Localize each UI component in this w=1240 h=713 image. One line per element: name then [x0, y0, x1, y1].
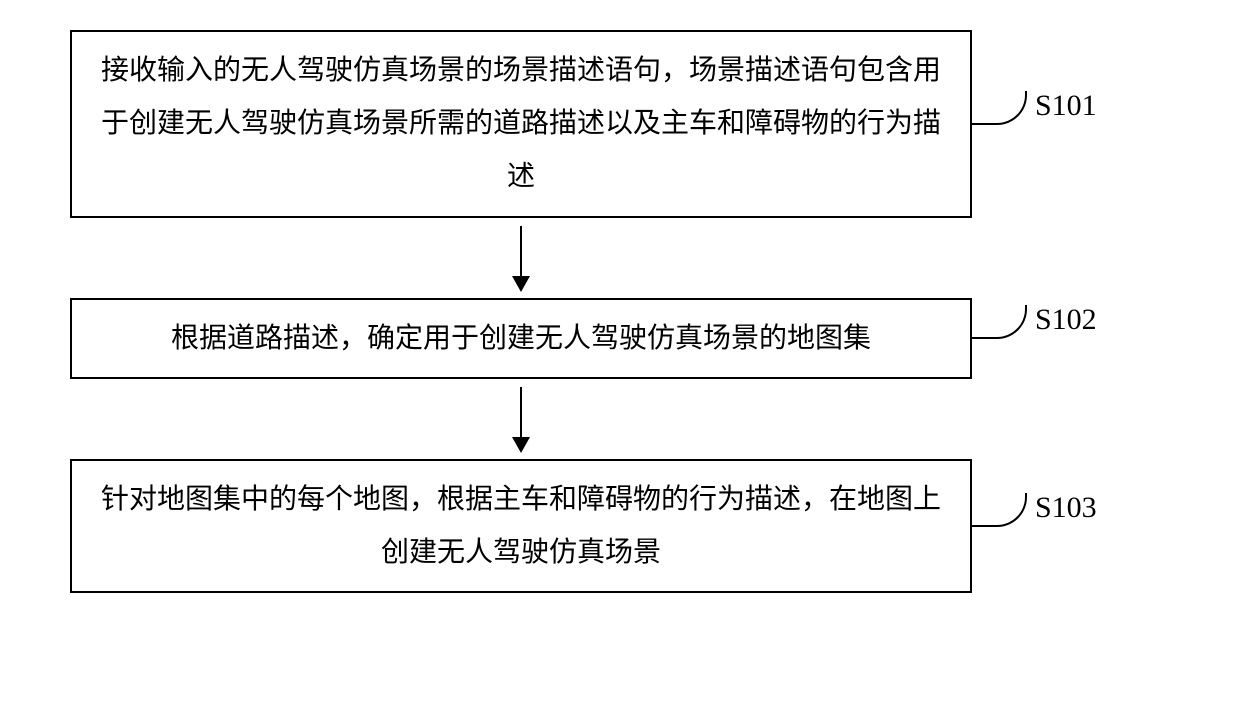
arrow-gap: [70, 218, 972, 298]
arrow-gap: [70, 379, 972, 459]
step-label-s101: S101: [1035, 89, 1097, 123]
arrow-down-icon: [520, 226, 522, 290]
flowchart-container: 接收输入的无人驾驶仿真场景的场景描述语句，场景描述语句包含用于创建无人驾驶仿真场…: [70, 30, 1170, 593]
step-row: 接收输入的无人驾驶仿真场景的场景描述语句，场景描述语句包含用于创建无人驾驶仿真场…: [70, 30, 1170, 218]
label-connector-curve: [970, 493, 1027, 527]
step-label-s103: S103: [1035, 491, 1097, 525]
label-connector-curve: [970, 91, 1027, 125]
step-box-s102: 根据道路描述，确定用于创建无人驾驶仿真场景的地图集: [70, 298, 972, 379]
step-row: 根据道路描述，确定用于创建无人驾驶仿真场景的地图集 S102: [70, 298, 1170, 379]
label-connector-curve: [970, 305, 1027, 339]
step-row: 针对地图集中的每个地图，根据主车和障碍物的行为描述，在地图上创建无人驾驶仿真场景…: [70, 459, 1170, 593]
step-label-s102: S102: [1035, 303, 1097, 337]
step-label-wrap: S101: [972, 107, 1170, 141]
step-box-s103: 针对地图集中的每个地图，根据主车和障碍物的行为描述，在地图上创建无人驾驶仿真场景: [70, 459, 972, 593]
step-label-wrap: S102: [972, 321, 1170, 355]
step-box-s101: 接收输入的无人驾驶仿真场景的场景描述语句，场景描述语句包含用于创建无人驾驶仿真场…: [70, 30, 972, 218]
step-label-wrap: S103: [972, 509, 1170, 543]
arrow-down-icon: [520, 387, 522, 451]
